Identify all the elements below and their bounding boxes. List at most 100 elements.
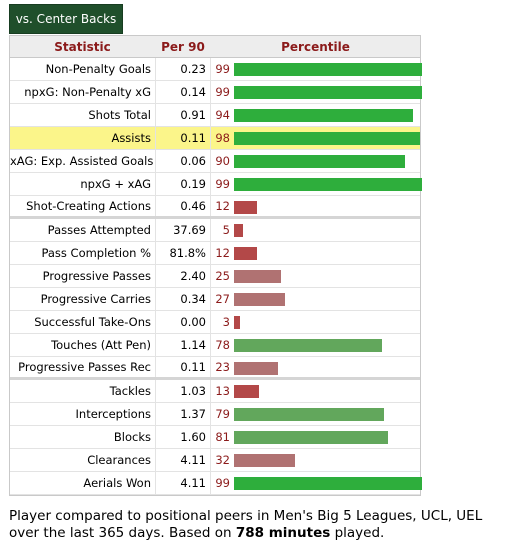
- stat-name[interactable]: Non-Penalty Goals: [45, 62, 151, 76]
- table-row: xAG: Exp. Assisted Goals 0.06 90: [10, 150, 420, 173]
- per90-value: 1.60: [155, 426, 211, 448]
- percentile-bar: [234, 155, 405, 168]
- percentile-bar: [234, 385, 259, 398]
- percentile-value: 27: [215, 292, 230, 306]
- table-header: Statistic Per 90 Percentile: [10, 36, 420, 58]
- percentile-bar-track: [234, 472, 422, 494]
- percentile-bar-track: [234, 380, 420, 402]
- percentile-value: 3: [222, 315, 230, 329]
- percentile-bar: [234, 178, 422, 191]
- per90-value: 81.8%: [155, 242, 211, 264]
- percentile-value: 13: [215, 384, 230, 398]
- table-row: Clearances 4.11 32: [10, 449, 420, 472]
- percentile-bar: [234, 224, 243, 237]
- percentile-value: 12: [215, 246, 230, 260]
- per90-value: 0.34: [155, 288, 211, 310]
- percentile-value: 12: [215, 199, 230, 213]
- percentile-bar: [234, 477, 422, 490]
- stat-name[interactable]: npxG + xAG: [80, 177, 151, 191]
- percentile-bar: [234, 270, 281, 283]
- percentile-bar: [234, 454, 295, 467]
- per90-value: 0.19: [155, 173, 211, 195]
- stat-name[interactable]: Interceptions: [75, 407, 151, 421]
- stat-name[interactable]: xAG: Exp. Assisted Goals: [10, 154, 154, 168]
- percentile-bar: [234, 431, 388, 444]
- percentile-bar-track: [234, 150, 420, 172]
- per90-value: 1.37: [155, 403, 211, 425]
- stat-name[interactable]: Pass Completion %: [41, 246, 151, 260]
- scouting-report-table: Statistic Per 90 Percentile Non-Penalty …: [9, 35, 422, 496]
- percentile-bar-track: [234, 426, 420, 448]
- percentile-value: 90: [215, 154, 230, 168]
- table-row: Non-Penalty Goals 0.23 99: [10, 58, 422, 81]
- table-row: Progressive Passes Rec 0.11 23: [10, 357, 420, 380]
- table-row: Interceptions 1.37 79: [10, 403, 420, 426]
- percentile-bar-track: [234, 403, 420, 425]
- stat-name[interactable]: Clearances: [87, 453, 151, 467]
- per90-value: 0.11: [155, 357, 211, 377]
- percentile-bar-track: [234, 173, 422, 195]
- stat-name[interactable]: npxG: Non-Penalty xG: [24, 85, 151, 99]
- percentile-value: 25: [215, 269, 230, 283]
- table-row: Shots Total 0.91 94: [10, 104, 420, 127]
- per90-value: 0.91: [155, 104, 211, 126]
- percentile-value: 5: [222, 223, 230, 237]
- percentile-bar-track: [234, 81, 422, 103]
- percentile-bar-track: [234, 127, 420, 149]
- percentile-value: 98: [215, 131, 230, 145]
- percentile-bar-track: [234, 311, 420, 333]
- percentile-value: 99: [215, 62, 230, 76]
- percentile-bar: [234, 316, 240, 329]
- stat-name[interactable]: Tackles: [109, 384, 151, 398]
- stat-name[interactable]: Progressive Carries: [40, 292, 151, 306]
- percentile-value: 32: [215, 453, 230, 467]
- stat-name[interactable]: Shot-Creating Actions: [26, 199, 151, 213]
- header-per90[interactable]: Per 90: [161, 39, 205, 54]
- percentile-bar: [234, 132, 420, 145]
- per90-value: 0.06: [155, 150, 211, 172]
- table-row: Blocks 1.60 81: [10, 426, 420, 449]
- table-row: Aerials Won 4.11 99: [10, 472, 422, 495]
- tab-vs-center-backs[interactable]: vs. Center Backs: [9, 4, 123, 34]
- stat-name[interactable]: Blocks: [113, 430, 151, 444]
- per90-value: 0.46: [155, 196, 211, 216]
- percentile-bar: [234, 408, 384, 421]
- percentile-value: 99: [215, 177, 230, 191]
- percentile-value: 78: [215, 338, 230, 352]
- table-row: Successful Take-Ons 0.00 3: [10, 311, 420, 334]
- per90-value: 4.11: [155, 472, 211, 494]
- stat-name[interactable]: Assists: [111, 131, 151, 145]
- percentile-value: 81: [215, 430, 230, 444]
- per90-value: 0.11: [155, 127, 211, 149]
- percentile-bar: [234, 63, 422, 76]
- percentile-bar: [234, 247, 257, 260]
- percentile-bar-track: [234, 449, 420, 471]
- percentile-bar: [234, 339, 382, 352]
- table-body: Non-Penalty Goals 0.23 99 npxG: Non-Penalty…: [10, 58, 422, 495]
- stat-name[interactable]: Shots Total: [88, 108, 151, 122]
- per90-value: 0.00: [155, 311, 211, 333]
- percentile-bar-track: [234, 58, 422, 80]
- percentile-value: 79: [215, 407, 230, 421]
- stat-name[interactable]: Touches (Att Pen): [51, 338, 151, 352]
- per90-value: 0.23: [155, 58, 211, 80]
- percentile-value: 99: [215, 476, 230, 490]
- header-percentile[interactable]: Percentile: [281, 39, 350, 54]
- table-row: Assists 0.11 98: [10, 127, 420, 150]
- table-row: Progressive Passes 2.40 25: [10, 265, 420, 288]
- percentile-bar-track: [234, 334, 420, 356]
- stat-name[interactable]: Aerials Won: [83, 476, 151, 490]
- footer-text-after: played.: [330, 525, 385, 541]
- percentile-bar: [234, 201, 257, 214]
- percentile-bar-track: [234, 265, 420, 287]
- percentile-bar: [234, 293, 285, 306]
- percentile-bar-track: [234, 219, 420, 241]
- stat-name[interactable]: Passes Attempted: [47, 223, 151, 237]
- per90-value: 4.11: [155, 449, 211, 471]
- stat-name[interactable]: Successful Take-Ons: [34, 315, 151, 329]
- percentile-bar-track: [234, 288, 420, 310]
- stat-name[interactable]: Progressive Passes Rec: [18, 360, 151, 374]
- percentile-bar-track: [234, 104, 420, 126]
- stat-name[interactable]: Progressive Passes: [42, 269, 151, 283]
- header-statistic[interactable]: Statistic: [54, 39, 111, 54]
